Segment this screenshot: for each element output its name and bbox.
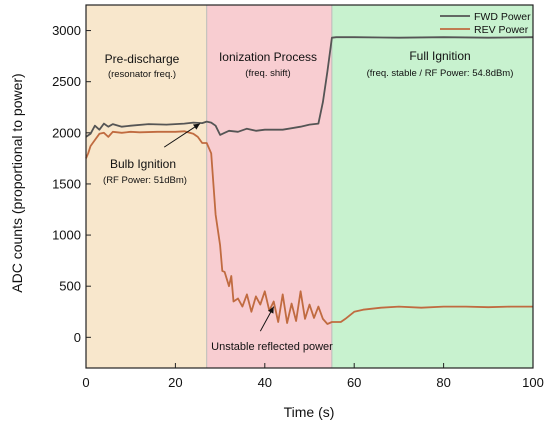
region-0	[86, 5, 207, 368]
region-labels: Pre-discharge (resonator freq.) Ionizati…	[105, 49, 514, 80]
plot-frame	[85, 4, 534, 369]
legend: FWD Power REV Power	[440, 11, 531, 36]
x-tick-label-0: 0	[82, 375, 89, 390]
annotation-arrowhead-0	[193, 123, 200, 130]
region-sublabel-0: (resonator freq.)	[108, 69, 176, 80]
region-label-2: Full Ignition	[409, 49, 470, 63]
y-tick-label-1: 500	[59, 279, 81, 294]
annotation-arrow-0	[163, 123, 201, 148]
x-tick-label-3: 60	[347, 375, 361, 390]
region-label-1: Ionization Process	[219, 50, 317, 64]
region-label-0: Pre-discharge	[105, 52, 180, 66]
x-tick-label-4: 80	[436, 375, 450, 390]
x-tick-label-2: 40	[258, 375, 272, 390]
x-axis-label: Time (s)	[284, 404, 335, 420]
annotation-label-1: Unstable reflected power	[211, 341, 333, 353]
legend-label-0: FWD Power	[474, 11, 531, 23]
annotation-arrowhead-1	[268, 306, 274, 314]
x-tick-label-1: 20	[168, 375, 182, 390]
y-tick-label-6: 3000	[52, 23, 81, 38]
plot-border	[85, 4, 534, 369]
annotation-sublabel-0: (RF Power: 51dBm)	[103, 175, 187, 186]
annotation-labels: Bulb Ignition (RF Power: 51dBm) Unstable…	[103, 157, 333, 353]
region-sublabel-1: (freq. shift)	[245, 68, 290, 79]
series-line-0	[85, 36, 534, 138]
x-tick-label-5: 100	[522, 375, 544, 390]
y-tick-label-2: 1000	[52, 228, 81, 243]
y-tick-label-3: 1500	[52, 176, 81, 191]
annotations	[163, 123, 275, 332]
legend-label-1: REV Power	[474, 24, 529, 36]
annotation-label-0: Bulb Ignition	[110, 157, 176, 171]
y-tick-label-5: 2500	[52, 74, 81, 89]
y-axis-label: ADC counts (proportional to power)	[9, 73, 25, 292]
region-sublabel-2: (freq. stable / RF Power: 54.8dBm)	[367, 68, 514, 79]
series-line-1	[85, 130, 533, 325]
y-tick-label-4: 2000	[52, 125, 81, 140]
series-lines	[85, 36, 534, 325]
y-tick-label-0: 0	[74, 330, 81, 345]
